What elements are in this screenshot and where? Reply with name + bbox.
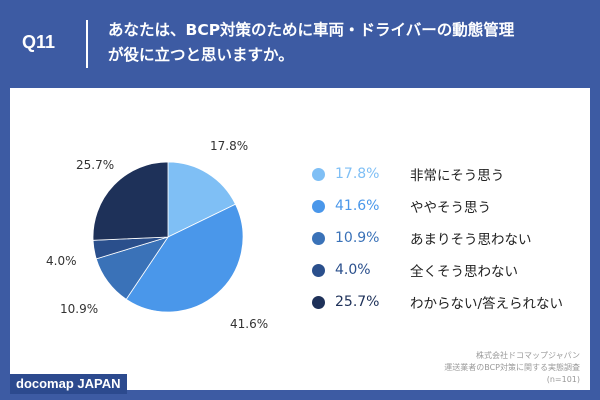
legend-item-4: 4.0% 全くそう思わない [312, 254, 582, 286]
legend-item-5: 25.7% わからない/答えられない [312, 286, 582, 318]
question-line-1: あなたは、BCP対策のために車両・ドライバーの動態管理 [108, 21, 515, 39]
slice-label-5: 25.7% [76, 158, 114, 172]
pie-slice-2 [125, 203, 244, 313]
source-note: 株式会社ドコマップジャパン 運送業者のBCP対策に関する実態調査 (n=101) [360, 350, 580, 386]
legend-label: わからない/答えられない [410, 296, 564, 312]
legend-percent: 4.0% [335, 262, 371, 278]
legend-label: 全くそう思わない [410, 264, 518, 280]
legend-item-2: 41.6% ややそう思う [312, 190, 582, 222]
pie-slice-1 [167, 161, 236, 238]
source-line-3: (n=101) [546, 375, 580, 384]
legend-swatch [312, 167, 325, 181]
chart-legend: 17.8% 非常にそう思う 41.6% ややそう思う 10.9% あまりそう思わない 4.0… [312, 158, 582, 318]
header-divider [86, 20, 88, 68]
legend-swatch [312, 263, 325, 277]
legend-label: ややそう思う [410, 200, 491, 216]
source-line-1: 株式会社ドコマップジャパン [476, 351, 580, 360]
legend-item-3: 10.9% あまりそう思わない [312, 222, 582, 254]
legend-percent: 41.6% [335, 198, 380, 214]
question-line-2: が役に立つと思いますか。 [108, 46, 294, 64]
legend-label: あまりそう思わない [410, 232, 532, 248]
legend-label: 非常にそう思う [410, 168, 505, 184]
legend-item-1: 17.8% 非常にそう思う [312, 158, 582, 190]
question-text: あなたは、BCP対策のために車両・ドライバーの動態管理 が役に立つと思いますか。 [108, 18, 588, 68]
slice-label-1: 17.8% [210, 139, 248, 153]
legend-swatch [312, 231, 325, 245]
slice-label-2: 41.6% [230, 317, 268, 331]
pie-slice-5 [92, 161, 169, 241]
question-number: Q11 [22, 32, 56, 52]
legend-swatch [312, 295, 325, 309]
legend-percent: 10.9% [335, 230, 380, 246]
chart-card: 17.8% 41.6% 10.9% 4.0% 25.7% 17.8% 非常にそう思う 41.… [10, 88, 590, 390]
brand-logo: docomap JAPAN [10, 374, 127, 394]
slice-label-4: 4.0% [46, 254, 77, 268]
slice-label-3: 10.9% [60, 302, 98, 316]
question-header: Q11 あなたは、BCP対策のために車両・ドライバーの動態管理 が役に立つと思い… [0, 0, 600, 88]
legend-swatch [312, 199, 325, 213]
source-line-2: 運送業者のBCP対策に関する実態調査 [444, 363, 580, 372]
legend-percent: 25.7% [335, 294, 380, 310]
legend-percent: 17.8% [335, 166, 380, 182]
pie-chart: 17.8% 41.6% 10.9% 4.0% 25.7% [46, 139, 268, 331]
